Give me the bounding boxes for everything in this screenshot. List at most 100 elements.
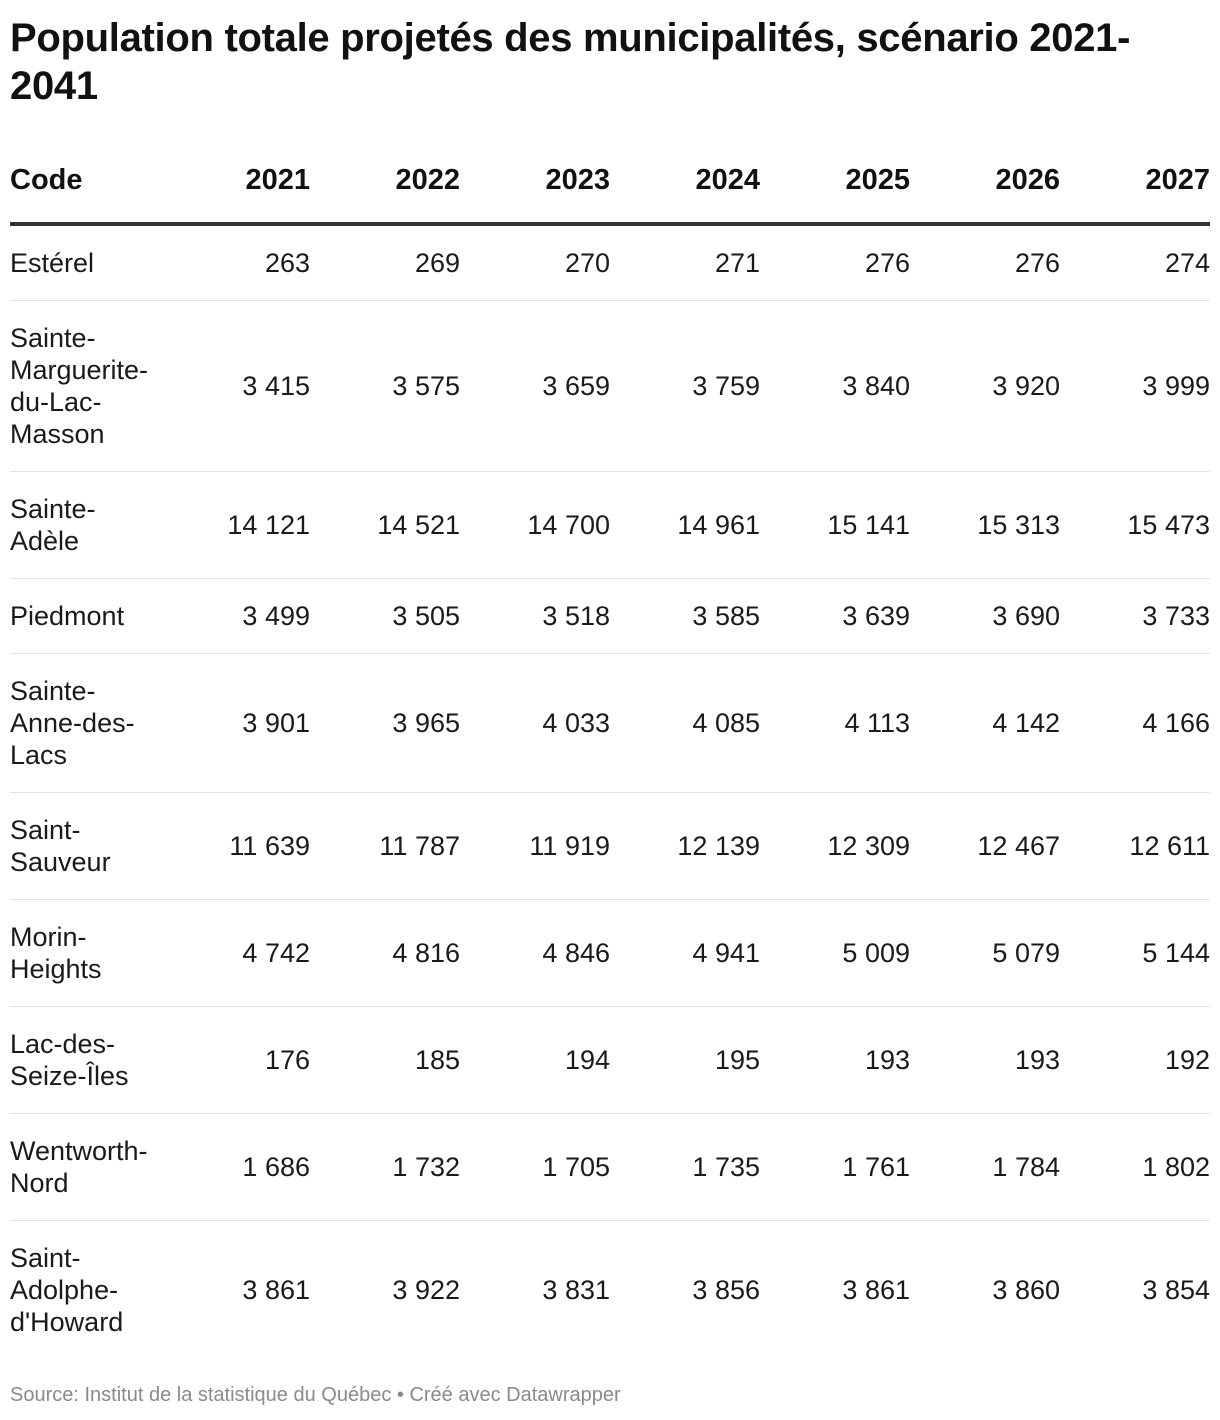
population-value: 5 144 xyxy=(1060,899,1210,1007)
table-row: Sainte-Marguerite-du-Lac-Masson 3 415 3 57… xyxy=(10,300,1210,472)
population-value: 3 659 xyxy=(460,300,610,472)
population-value: 1 802 xyxy=(1060,1113,1210,1221)
population-value: 15 313 xyxy=(910,471,1060,579)
population-value: 4 113 xyxy=(760,653,910,793)
municipality-name: Wentworth-Nord xyxy=(10,1113,160,1221)
population-value: 3 505 xyxy=(310,578,460,654)
population-value: 15 141 xyxy=(760,471,910,579)
population-value: 4 166 xyxy=(1060,653,1210,793)
population-value: 3 856 xyxy=(692,1275,760,1305)
table-body: Estérel 263 269 270 271 276 276 274 Sainte-Margu… xyxy=(10,224,1210,1359)
column-header-year: 2024 xyxy=(610,150,760,226)
column-header-year: 2023 xyxy=(460,150,610,226)
population-value: 274 xyxy=(1060,224,1210,301)
table-row: Sainte-Anne-des-Lacs 3 901 3 965 4 033 4 085… xyxy=(10,653,1210,793)
population-value: 1 705 xyxy=(460,1113,610,1221)
population-value: 3 585 xyxy=(610,578,760,654)
population-value: 3 861 xyxy=(242,1275,310,1305)
population-value: 176 xyxy=(160,1006,310,1114)
column-header-year: 2025 xyxy=(760,150,910,226)
municipality-name: Piedmont xyxy=(10,578,160,654)
table-header: Code 2021 2022 2023 2024 2025 2026 2027 xyxy=(10,150,1210,226)
municipality-name: Lac-des-Seize-Îles xyxy=(10,1006,160,1114)
population-value: 11 787 xyxy=(310,792,460,900)
population-value: 4 941 xyxy=(610,899,760,1007)
population-value: 193 xyxy=(910,1006,1060,1114)
municipality-name: Saint-Adolphe-d'Howard xyxy=(10,1243,124,1337)
population-value: 263 xyxy=(160,224,310,301)
population-value: 12 611 xyxy=(1060,792,1210,900)
population-value: 193 xyxy=(760,1006,910,1114)
table-row: Morin-Heights 4 742 4 816 4 846 4 941 5 009 5 … xyxy=(10,899,1210,1007)
population-value: 3 831 xyxy=(542,1275,610,1305)
population-value: 11 919 xyxy=(460,792,610,900)
population-value: 3 901 xyxy=(160,653,310,793)
population-value: 3 733 xyxy=(1060,578,1210,654)
table-row: Piedmont 3 499 3 505 3 518 3 585 3 639 3 690 3 … xyxy=(10,578,1210,654)
population-value: 3 854 xyxy=(1142,1275,1210,1305)
population-value: 3 759 xyxy=(610,300,760,472)
population-value: 271 xyxy=(610,224,760,301)
population-value: 14 521 xyxy=(310,471,460,579)
column-header-year: 2022 xyxy=(310,150,460,226)
population-value: 4 846 xyxy=(460,899,610,1007)
column-header-year: 2027 xyxy=(1060,150,1210,226)
table-row: Estérel 263 269 270 271 276 276 274 xyxy=(10,224,1210,301)
population-value: 12 139 xyxy=(610,792,760,900)
population-value: 14 121 xyxy=(160,471,310,579)
population-value: 4 085 xyxy=(610,653,760,793)
population-value: 15 473 xyxy=(1060,471,1210,579)
population-value: 12 467 xyxy=(910,792,1060,900)
chart-container: Population totale projetés des municipal… xyxy=(10,0,1210,1359)
population-value: 4 033 xyxy=(460,653,610,793)
table-row: Lac-des-Seize-Îles 176 185 194 195 193 193 192 xyxy=(10,1006,1210,1114)
population-value: 3 999 xyxy=(1060,300,1210,472)
population-value: 12 309 xyxy=(760,792,910,900)
municipality-name: Sainte-Marguerite-du-Lac-Masson xyxy=(10,300,160,472)
population-value: 3 920 xyxy=(910,300,1060,472)
population-value: 1 686 xyxy=(160,1113,310,1221)
population-value: 3 415 xyxy=(160,300,310,472)
population-value: 14 961 xyxy=(610,471,760,579)
data-table: Code 2021 2022 2023 2024 2025 2026 2027 Estérel… xyxy=(10,150,1210,1359)
table-row: Saint-Sauveur 11 639 11 787 11 919 12 139 12 … xyxy=(10,792,1210,900)
column-header-year: 2021 xyxy=(160,150,310,226)
municipality-name: Saint-Sauveur xyxy=(10,792,160,900)
chart-title: Population totale projetés des municipal… xyxy=(10,16,1131,108)
population-value: 3 690 xyxy=(910,578,1060,654)
population-value: 5 009 xyxy=(760,899,910,1007)
population-value: 3 860 xyxy=(992,1275,1060,1305)
population-value: 14 700 xyxy=(460,471,610,579)
table-row: Wentworth-Nord 1 686 1 732 1 705 1 735 1 761 1… xyxy=(10,1113,1210,1221)
table-row: Sainte-Adèle 14 121 14 521 14 700 14 961 15 1… xyxy=(10,471,1210,579)
population-value: 3 840 xyxy=(760,300,910,472)
municipality-name: Morin-Heights xyxy=(10,899,160,1007)
population-value: 269 xyxy=(310,224,460,301)
municipality-name: Estérel xyxy=(10,224,160,301)
population-value: 4 816 xyxy=(310,899,460,1007)
population-value: 11 639 xyxy=(160,792,310,900)
table-row: Saint-Adolphe-d'Howard 3 861 3 922 3 831 3 8… xyxy=(10,1221,1210,1360)
population-value: 3 965 xyxy=(310,653,460,793)
population-value: 3 861 xyxy=(842,1275,910,1305)
population-value: 3 575 xyxy=(310,300,460,472)
population-value: 194 xyxy=(460,1006,610,1114)
population-value: 192 xyxy=(1060,1006,1210,1114)
population-value: 3 499 xyxy=(160,578,310,654)
municipality-name: Sainte-Adèle xyxy=(10,471,160,579)
population-value: 3 518 xyxy=(460,578,610,654)
column-header-year: 2026 xyxy=(910,150,1060,226)
population-value: 5 079 xyxy=(910,899,1060,1007)
population-value: 1 735 xyxy=(610,1113,760,1221)
population-value: 4 742 xyxy=(160,899,310,1007)
population-value: 1 784 xyxy=(910,1113,1060,1221)
municipality-name: Sainte-Anne-des-Lacs xyxy=(10,653,160,793)
column-header-code: Code xyxy=(10,150,160,226)
population-value: 276 xyxy=(910,224,1060,301)
population-value: 276 xyxy=(760,224,910,301)
source-note: Source: Institut de la statistique du Qu… xyxy=(10,1384,621,1406)
population-value: 1 732 xyxy=(310,1113,460,1221)
population-value: 1 761 xyxy=(760,1113,910,1221)
header-row: Code 2021 2022 2023 2024 2025 2026 2027 xyxy=(10,150,1210,226)
population-value: 3 922 xyxy=(392,1275,460,1305)
